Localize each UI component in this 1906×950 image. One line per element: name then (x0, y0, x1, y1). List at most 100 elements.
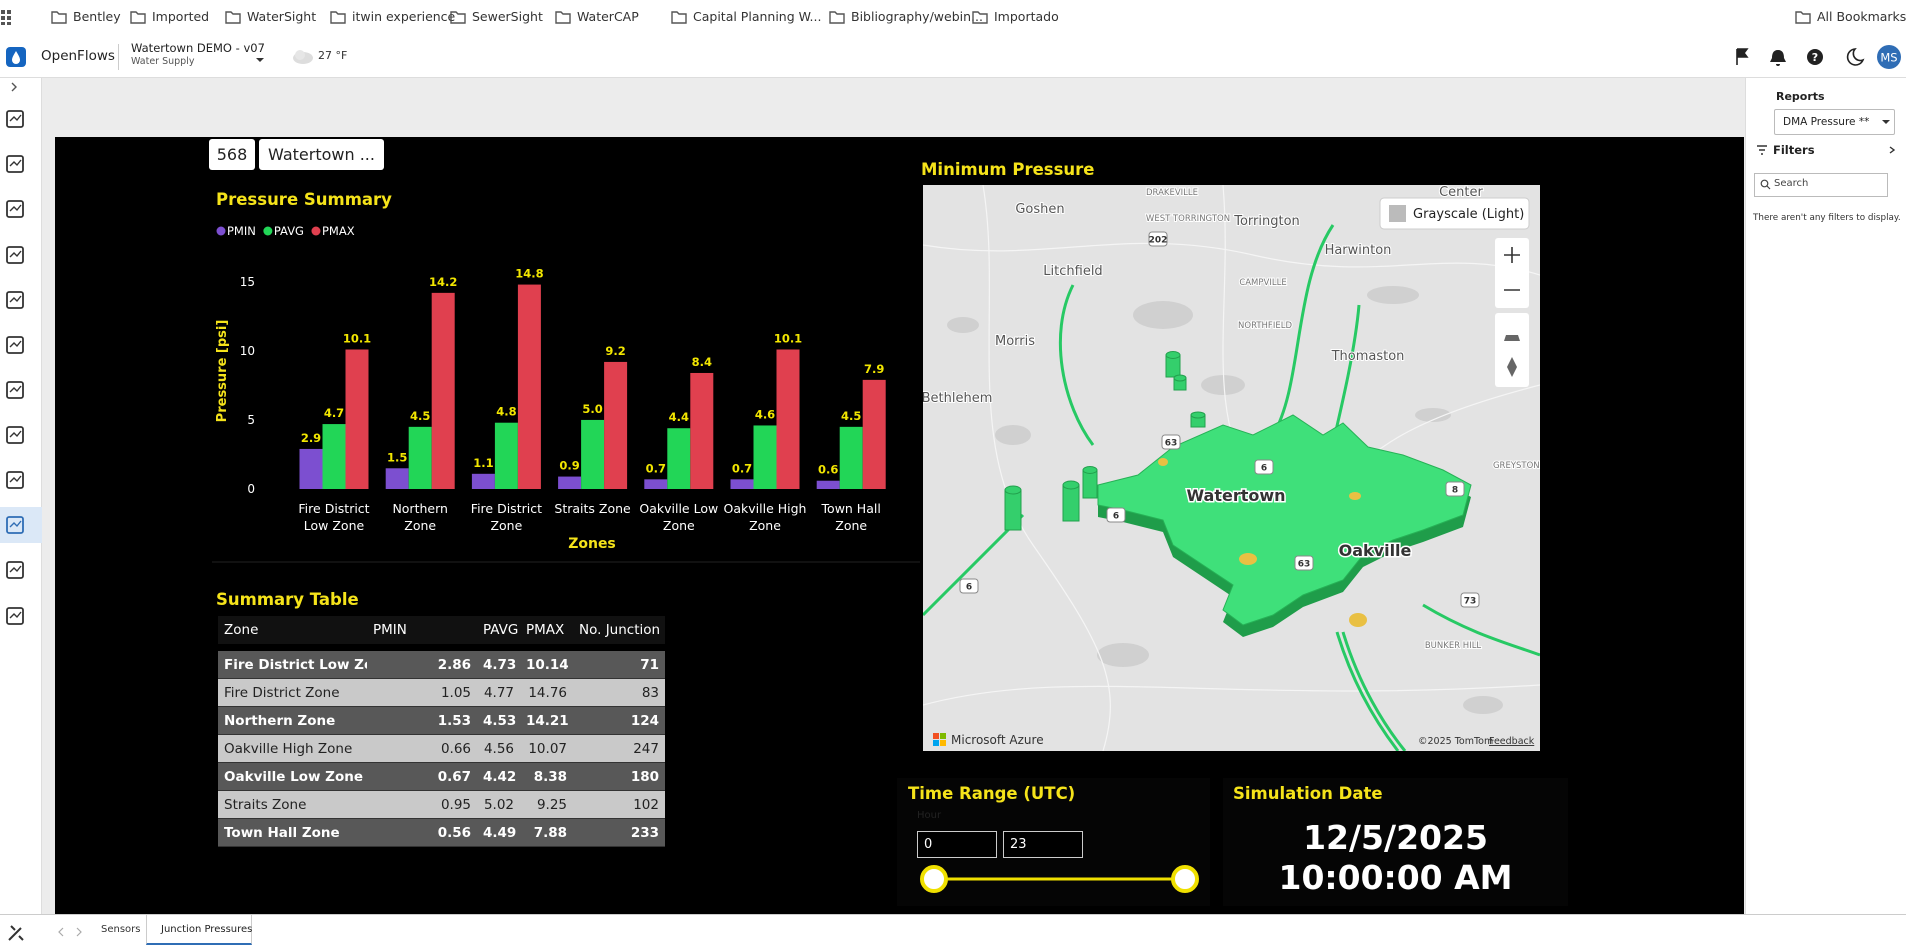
folder-icon-wrap (671, 11, 687, 24)
time-range-unit: Hour (917, 810, 942, 821)
simulation-date-value: 12/5/2025 10:00:00 AM (1278, 818, 1513, 897)
zoom-controls[interactable] (1495, 238, 1529, 387)
data-label: 8.4 (692, 355, 712, 369)
bookmark[interactable]: WaterSight (247, 9, 317, 24)
bar (558, 476, 582, 489)
table-cell: Oakville Low Zone (218, 763, 367, 791)
map-label: GREYSTONE (1493, 461, 1540, 471)
route-shield (1445, 481, 1465, 497)
slider-handle[interactable] (920, 865, 948, 893)
slider-handle[interactable] (1171, 865, 1199, 893)
table-cell: 0.67 (367, 763, 477, 791)
table-cell: 233 (573, 819, 665, 847)
apps-icon[interactable] (0, 8, 16, 26)
map-label: Litchfield (1043, 264, 1102, 279)
table-cell: 4.53 (477, 707, 520, 735)
card-count[interactable]: 568 (209, 139, 255, 170)
data-label: 0.6 (818, 463, 838, 477)
data-label: 2.9 (301, 431, 321, 445)
filter-search[interactable] (1754, 173, 1888, 197)
table-cell: 10.14 (520, 651, 573, 679)
all-bookmarks[interactable]: All Bookmarks (1817, 9, 1906, 24)
table-cell: 124 (573, 707, 665, 735)
bar (644, 479, 668, 489)
table-cell: 247 (573, 735, 665, 763)
folder-icon (555, 11, 571, 24)
bar (431, 292, 455, 489)
nav-icon (6, 155, 24, 173)
tab[interactable]: Sensors (101, 924, 141, 935)
map-feedback[interactable]: Feedback (1489, 736, 1535, 747)
table-cell: 4.73 (477, 651, 520, 679)
route-number: 202 (1149, 236, 1168, 246)
project-type: Water Supply (131, 56, 195, 67)
nav-icon (6, 607, 24, 625)
style-picker[interactable] (1379, 197, 1530, 230)
data-label: 4.5 (841, 409, 861, 423)
bar (471, 473, 495, 489)
bar (862, 379, 886, 489)
range-to-input[interactable]: 23 (1003, 831, 1083, 858)
filter-icon (1757, 145, 1767, 155)
route-number: 6 (1113, 512, 1119, 522)
filters-title[interactable]: Filters (1773, 143, 1815, 157)
bookmark[interactable]: Bibliography/webin... (851, 9, 983, 24)
page-tabs: Sensors Junction Pressures (0, 914, 1906, 950)
route-shield (1148, 231, 1168, 247)
folder-icon (225, 11, 241, 24)
left-sidebar (0, 78, 42, 914)
app-logo[interactable] (6, 47, 26, 67)
nav-icon (6, 110, 24, 128)
table-header: PMIN (367, 616, 477, 644)
simulation-date-title: Simulation Date (1233, 784, 1383, 803)
map[interactable]: Goshen Torrington Center Harwinton Litchfiel… (923, 185, 1540, 751)
data-label: 9.2 (605, 344, 625, 358)
nav-icon-detail (9, 295, 22, 303)
range-slider[interactable] (897, 860, 1210, 900)
bookmark[interactable]: itwin experience (352, 9, 456, 24)
tab-active[interactable]: Junction Pressures (161, 924, 253, 935)
data-label: 4.5 (410, 409, 430, 423)
nav-icon-detail (9, 430, 22, 438)
x-tick-label: Fire District Zone (470, 501, 542, 533)
x-tick-label: Town Hall Zone (821, 501, 881, 533)
nav-icon (6, 200, 24, 218)
bookmarks-bar: Bentley Imported WaterSight itwin experienc… (0, 0, 1906, 36)
data-label: 4.4 (669, 410, 689, 424)
chart-title: Pressure Summary (216, 190, 392, 209)
header-icons[interactable]: ? (1733, 46, 1873, 68)
tools-icon[interactable] (6, 923, 26, 943)
project-name[interactable]: Watertown DEMO - v07 (131, 41, 265, 55)
nav-icon-detail (9, 159, 22, 167)
bookmark[interactable]: SewerSight (472, 9, 543, 24)
tab-scroll[interactable] (58, 927, 82, 937)
app-name[interactable]: OpenFlows (41, 48, 115, 64)
folder-icon (972, 11, 988, 24)
bookmark[interactable]: Capital Planning W... (693, 9, 822, 24)
route-shield (1161, 434, 1181, 450)
bookmark[interactable]: Bentley (73, 9, 121, 24)
bar (581, 419, 605, 489)
nav-icon-detail (9, 340, 22, 348)
user-avatar[interactable]: MS (1876, 44, 1902, 70)
bookmark[interactable]: Importado (994, 9, 1059, 24)
bookmark[interactable]: Imported (152, 9, 210, 24)
nav-icon (6, 516, 24, 534)
map-label: BUNKER HILL (1425, 641, 1482, 651)
y-tick-label: 0 (247, 482, 255, 496)
collapse-icon[interactable] (1888, 146, 1896, 154)
table-header: No. Junction (573, 616, 665, 644)
range-from-input[interactable]: 0 (917, 831, 997, 858)
report-select[interactable]: DMA Pressure ** (1774, 109, 1895, 135)
table-cell: 14.76 (520, 679, 573, 707)
map-label: Goshen (1015, 202, 1064, 217)
weather-icon (293, 50, 313, 64)
bar (299, 448, 323, 489)
nav-icon-detail (9, 475, 22, 483)
dropdown-caret[interactable] (255, 56, 265, 64)
route-shield (1460, 592, 1480, 608)
route-shield (1106, 507, 1126, 523)
bookmark[interactable]: WaterCAP (577, 9, 639, 24)
table-cell: Fire District Zone (218, 679, 367, 707)
card-name[interactable]: Watertown ... (259, 139, 384, 170)
